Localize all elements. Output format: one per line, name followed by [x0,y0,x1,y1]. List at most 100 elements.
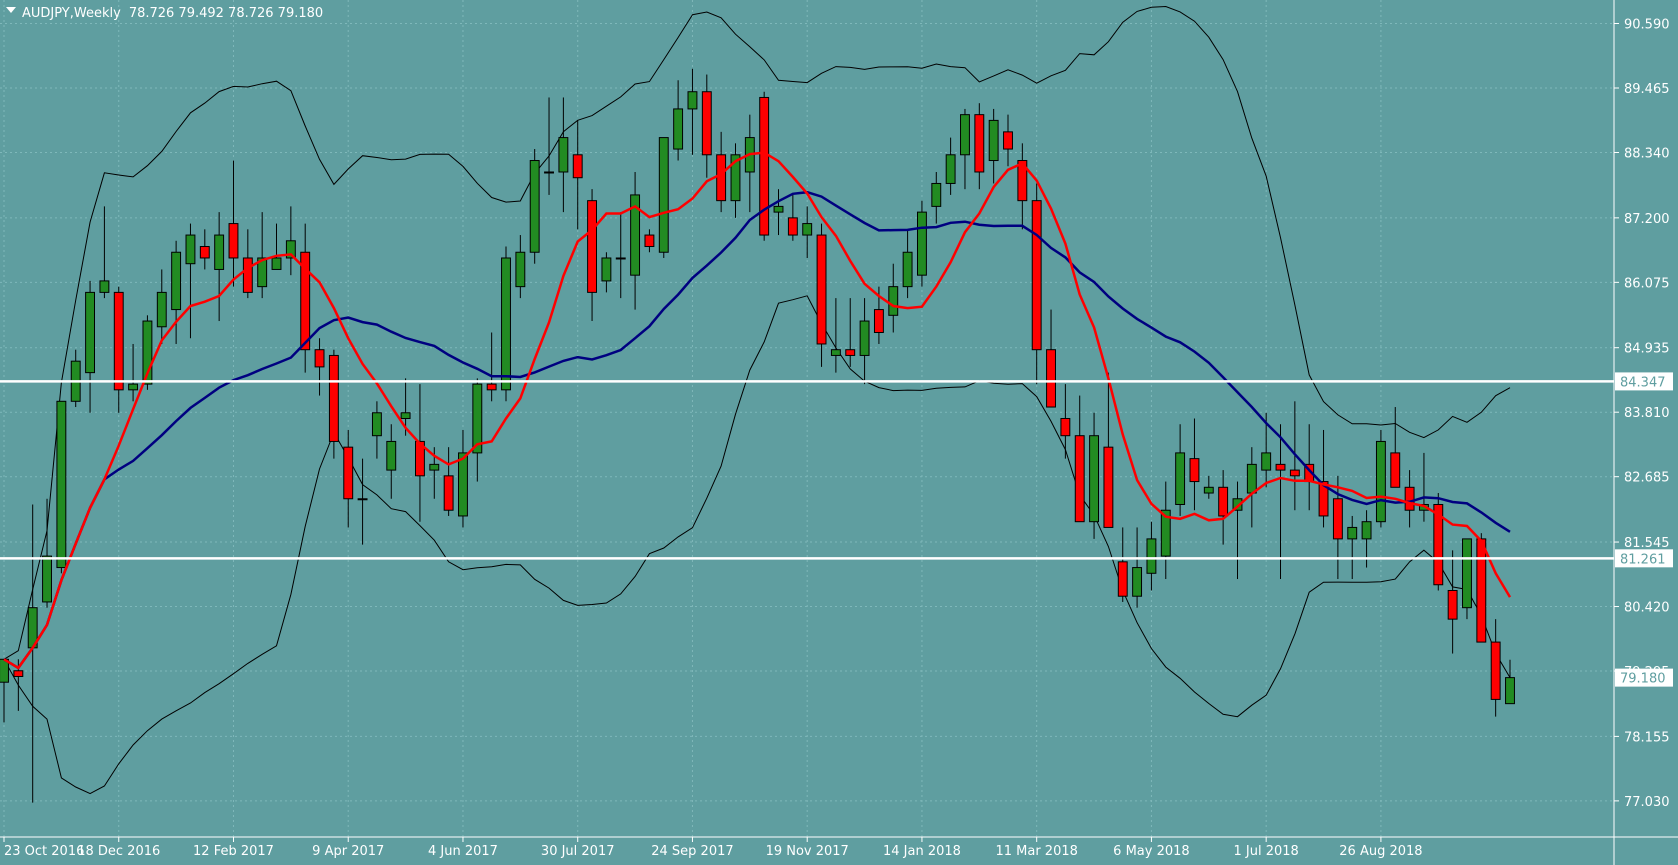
bull-candle [400,412,411,419]
candlestick-series [0,68,1515,803]
price-tick-label: 77.030 [1624,795,1670,810]
bull-candle [601,257,612,282]
bull-candle [859,320,870,356]
bear-candle [1476,538,1487,643]
slow-moving-average [3,190,1511,670]
bear-candle [701,91,712,156]
bear-candle [787,217,798,236]
bull-candle [529,160,540,253]
bull-candle [960,114,970,156]
bull-candle [142,320,153,385]
bull-candle [916,211,927,276]
moving-averages [3,151,1512,670]
bull-candle [56,400,67,569]
bull-candle [1232,498,1243,511]
bull-candle [0,658,9,683]
level-label-box [1615,372,1673,391]
bull-candle [156,291,167,328]
bear-candle [1031,200,1042,351]
price-tick-label: 89.465 [1624,82,1670,97]
bear-candle [113,291,124,391]
bear-candle [816,234,827,345]
bear-candle [242,257,253,293]
bull-candle [429,463,440,471]
bull-candle [630,194,641,276]
bear-candle [1332,498,1343,540]
price-tick-label: 87.200 [1624,212,1670,227]
bear-candle [443,475,454,511]
bull-candle [544,171,554,174]
bull-candle [386,440,397,471]
bull-candle [931,182,942,207]
chart-title: AUDJPY,Weekly 78.726 79.492 78.726 79.180 [22,6,323,21]
bull-candle [687,91,698,110]
price-tick-label: 83.810 [1624,406,1670,421]
bear-candle [199,246,210,259]
price-scale[interactable]: 90.590 89.465 88.340 87.200 86.075 84.935 83.8… [1614,18,1670,810]
lower-band [3,295,1511,795]
bear-candle [644,234,655,248]
price-tick-label: 81.545 [1624,536,1670,551]
level-label-text: 84.347 [1620,375,1666,390]
bear-candle [974,114,985,173]
bull-candle [271,257,282,270]
bear-candle [314,349,325,368]
bear-candle [873,309,884,334]
bear-candle [486,383,497,391]
bear-candle [1218,486,1229,517]
bear-candle [1189,458,1200,483]
bull-candle [458,452,468,517]
level-label-box [1615,549,1673,568]
bull-candle [515,251,526,288]
time-tick-label: 18 Dec 2016 [77,844,160,859]
bear-candle [228,223,239,259]
horizontal-levels[interactable] [0,380,1614,560]
bull-candle [1246,463,1257,494]
bollinger-bands [3,5,1511,795]
bull-candle [1347,526,1358,540]
price-tick-label: 82.685 [1624,471,1670,486]
time-tick-label: 26 Aug 2018 [1339,844,1422,859]
bull-candle [888,286,899,316]
bull-candle [42,555,52,603]
bull-candle [257,257,268,288]
price-tick-label: 80.420 [1624,601,1670,616]
current-price-label: 79.180 [1620,672,1666,687]
dropdown-triangle-icon[interactable] [6,7,16,13]
bear-candle [1318,481,1329,517]
bear-candle [1074,435,1085,523]
price-tick-label: 84.935 [1624,342,1670,357]
bear-candle [1103,446,1114,528]
bull-candle [171,251,182,311]
chart-header: AUDJPY,Weekly 78.726 79.492 78.726 79.180 [6,6,323,21]
bear-candle [587,200,598,293]
bull-candle [615,257,626,260]
bull-candle [658,137,669,253]
time-tick-label: 23 Oct 2016 [4,844,84,859]
bull-candle [371,412,382,437]
bull-candle [285,240,296,259]
bull-candle [1089,435,1100,523]
price-tick-label: 86.075 [1624,276,1670,291]
bull-candle [85,291,96,374]
bear-candle [759,96,770,236]
bear-candle [1275,463,1286,471]
bull-candle [1146,538,1157,574]
bull-candle [1361,521,1372,540]
bull-candle [1203,486,1214,494]
bull-candle [902,251,913,288]
bull-candle [128,383,139,391]
bull-candle [1261,452,1272,471]
bull-candle [214,234,225,270]
bear-candle [1433,503,1444,586]
time-tick-label: 19 Nov 2017 [766,844,849,859]
bull-candle [501,257,511,391]
bull-candle [1375,440,1386,523]
bear-candle [1390,452,1401,488]
bull-candle [673,108,684,150]
